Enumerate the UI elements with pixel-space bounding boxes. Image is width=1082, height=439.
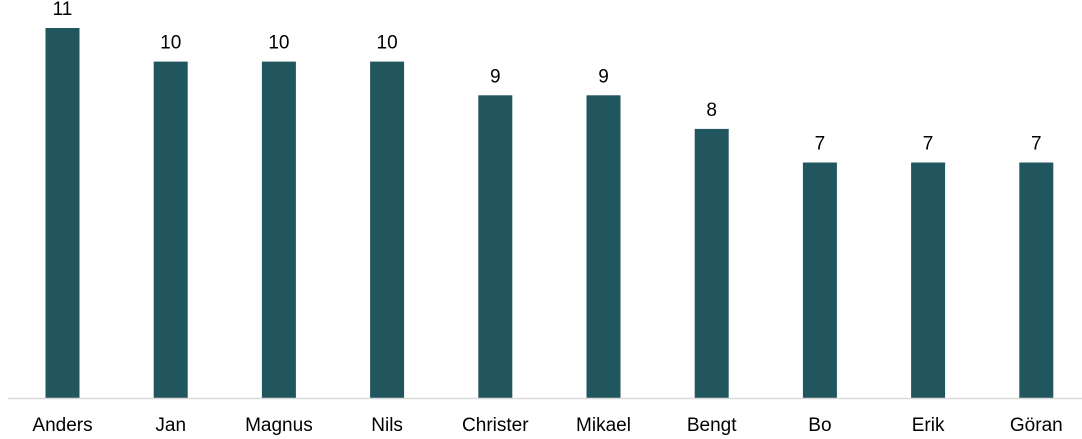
x-tick-label-bengt: Bengt (687, 415, 737, 436)
data-label-erik: 7 (923, 134, 934, 155)
bar-mikael (586, 95, 621, 399)
bar-bo (802, 162, 837, 398)
data-labels-layer: 11 10 10 10 9 9 8 7 7 7 (53, 0, 1042, 155)
bar-magnus (261, 61, 296, 398)
bar-christer (478, 95, 513, 399)
x-tick-label-mikael: Mikael (576, 415, 631, 436)
data-label-jan: 10 (160, 33, 181, 54)
data-label-mikael: 9 (598, 66, 609, 87)
bar-jan (153, 61, 188, 398)
x-tick-label-anders: Anders (32, 415, 92, 436)
x-tick-label-bo: Bo (808, 415, 831, 436)
data-label-anders: 11 (53, 0, 73, 20)
data-label-bengt: 8 (706, 100, 717, 121)
x-tick-label-jan: Jan (155, 415, 186, 436)
bar-anders (45, 28, 80, 398)
bar-göran (1019, 162, 1054, 398)
x-tick-label-nils: Nils (371, 415, 403, 436)
bar-erik (911, 162, 946, 398)
data-label-bo: 7 (815, 134, 826, 155)
x-tick-label-christer: Christer (462, 415, 529, 436)
x-tick-label-magnus: Magnus (245, 415, 313, 436)
data-label-göran: 7 (1031, 134, 1042, 155)
bar-bengt (694, 128, 729, 398)
bars-layer (45, 28, 1054, 399)
x-tick-labels-layer: Anders Jan Magnus Nils Christer Mikael Bengt Bo… (32, 415, 1062, 436)
data-label-magnus: 10 (268, 33, 289, 54)
bar-nils (370, 61, 405, 398)
x-tick-label-erik: Erik (912, 415, 945, 436)
data-label-christer: 9 (490, 66, 501, 87)
x-tick-label-göran: Göran (1010, 415, 1063, 436)
data-label-nils: 10 (377, 33, 398, 54)
